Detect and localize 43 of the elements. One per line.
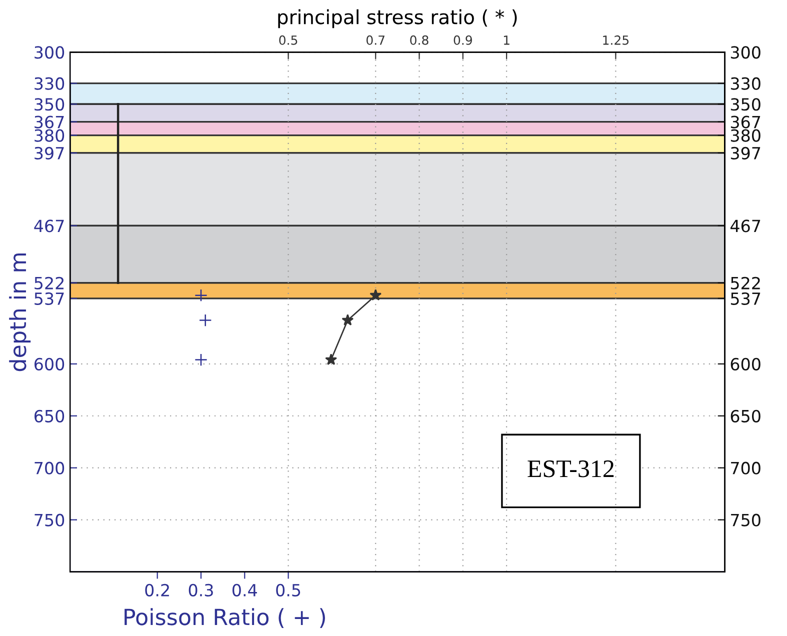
annotation: EST-312 (528, 460, 614, 478)
y2-tick-label: 330 (730, 77, 760, 90)
x2-tick-label: 0.8 (410, 35, 428, 45)
y-tick-label: 467 (34, 220, 64, 232)
x2-axis-title: principal stress ratio ( * ) (278, 9, 517, 28)
y-tick-label: 367 (34, 116, 64, 128)
x-tick-label: 0.3 (188, 584, 213, 596)
y-tick-label: 350 (34, 98, 64, 111)
y2-tick-label: 700 (731, 462, 760, 474)
x-tick-label: 0.2 (145, 584, 169, 596)
y2-tick-label: 537 (730, 292, 760, 306)
x-tick-label: 0.5 (276, 584, 300, 596)
x2-tick-label: 0.5 (279, 35, 298, 45)
point (194, 353, 208, 366)
y2-tick-label: 600 (730, 358, 760, 370)
y-tick-label: 522 (34, 276, 64, 290)
y-tick-label: 537 (34, 292, 64, 306)
y-tick-label: 330 (34, 77, 64, 90)
x-axis-title: Poisson Ratio ( + ) (124, 608, 325, 628)
y2-tick-label: 522 (730, 276, 760, 290)
y-tick-label: 650 (34, 410, 64, 422)
y-axis-title: depth in m (9, 253, 31, 372)
point (194, 288, 208, 302)
y-tick-label: 380 (34, 129, 64, 142)
y2-tick-label: 750 (731, 514, 760, 526)
y-tick-label: 397 (34, 146, 64, 160)
y-tick-label: 300 (34, 46, 64, 59)
x-tick-label: 0.4 (232, 584, 257, 596)
x2-tick-label: 1 (504, 36, 510, 45)
y2-tick-label: 467 (730, 220, 760, 232)
y2-tick-label: 300 (730, 46, 760, 59)
point (198, 314, 212, 327)
x2-tick-label: 1.25 (603, 35, 629, 45)
x2-tick-label: 0.7 (366, 35, 384, 45)
y2-tick-label: 650 (730, 410, 760, 422)
y-tick-label: 750 (34, 514, 64, 526)
y2-tick-label: 380 (730, 129, 760, 142)
y2-tick-label: 397 (730, 146, 760, 160)
y-tick-label: 600 (34, 358, 64, 370)
y-tick-label: 700 (34, 462, 64, 474)
x2-tick-label: 0.9 (454, 35, 472, 45)
y2-tick-label: 367 (730, 116, 760, 128)
y2-tick-label: 350 (730, 98, 760, 111)
